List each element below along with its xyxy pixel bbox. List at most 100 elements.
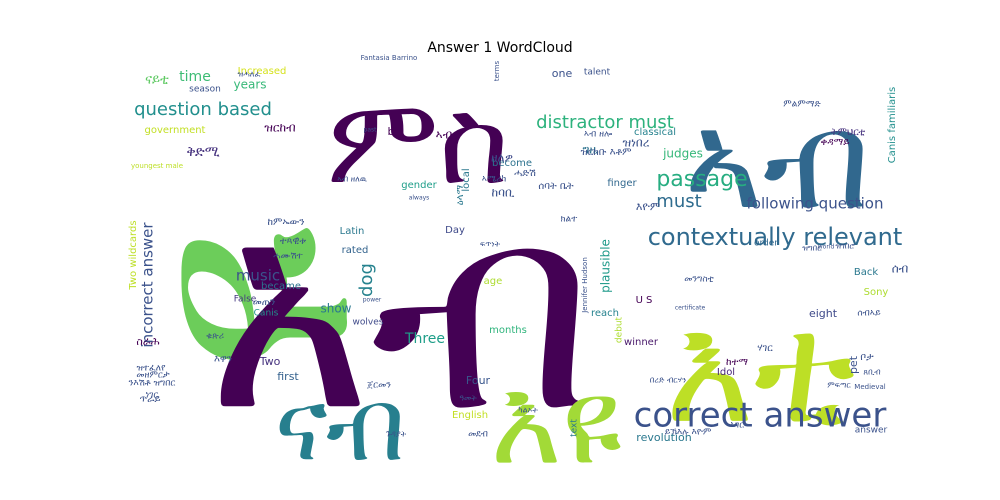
word-34: False	[234, 295, 257, 305]
word-117: ዝገበሮ	[835, 242, 855, 251]
word-93: ቦታ	[860, 352, 874, 363]
word-115: ሰብኣይ	[857, 309, 881, 319]
word-94: ከምኡውን	[268, 217, 305, 228]
word-121: ኣብ ዘለዉ	[337, 175, 367, 184]
word-106: ጀርመን	[367, 381, 391, 391]
word-103: ዝተፈለየ	[137, 364, 167, 374]
word-79: ግዜ	[582, 143, 598, 157]
word-108: ክልተ	[561, 215, 578, 225]
word-123: ጸቢብ	[863, 368, 880, 377]
word-75: ቅድሚ	[186, 144, 219, 160]
word-69: power	[363, 297, 382, 304]
word-67: always	[409, 195, 430, 202]
word-53: b	[388, 125, 395, 138]
word-71: Jennifer Hudson	[581, 257, 589, 314]
word-28: Two wildcards	[128, 220, 139, 290]
word-0: ዩ	[69, 225, 418, 375]
word-101: መዘምርታ	[136, 371, 169, 381]
word-17: Three	[404, 331, 445, 347]
word-40: age	[484, 276, 503, 287]
word-10: question based	[134, 99, 272, 120]
word-118: ቁጽሪ	[206, 332, 224, 342]
word-24: English	[452, 410, 488, 421]
word-122: ዝግበር	[802, 244, 822, 253]
word-74: ዕላማ	[455, 184, 466, 205]
word-31: Latin	[340, 226, 365, 237]
word-39: Day	[445, 225, 465, 236]
word-60: Back	[854, 267, 878, 278]
word-105: ዓመት	[459, 394, 477, 403]
word-112: ይኽእሉ እዮም	[665, 428, 712, 438]
word-72: ዝርከብ	[264, 121, 295, 135]
word-90: መንግስቲ	[684, 275, 713, 285]
word-102: ንእሽቶ ዝግበር	[129, 379, 176, 389]
word-49: judges	[662, 147, 703, 161]
word-91: ሃገር	[757, 343, 773, 354]
word-110: ጉዳያት	[386, 430, 407, 439]
word-81: ቀዳማይ	[821, 137, 850, 148]
word-42: U S	[636, 295, 653, 306]
word-48: become	[492, 158, 532, 169]
word-14: incorrect answer	[139, 222, 157, 348]
word-59: pet	[847, 355, 860, 374]
word-113: መደብ	[468, 430, 488, 440]
word-37: gender	[401, 180, 437, 191]
word-20: show	[320, 302, 351, 316]
word-78: ከባቢ	[492, 186, 516, 200]
word-29: youngest male	[131, 162, 183, 170]
word-57: Idol	[717, 367, 735, 378]
word-3: ኣብ	[684, 82, 870, 239]
word-89: እዮም	[636, 200, 660, 213]
word-66: world	[818, 244, 835, 251]
word-56: revolution	[636, 431, 691, 444]
word-98: ነገር	[146, 391, 159, 401]
word-76: ዘለዎ	[491, 151, 513, 165]
word-95: ተጻዊቱ	[280, 236, 307, 247]
word-119: ምፍጣር	[827, 381, 851, 390]
word-27: season	[189, 85, 221, 95]
word-87: ሓድሽ	[514, 168, 536, 179]
word-68: past	[364, 127, 378, 134]
word-114: ኣገር	[730, 421, 744, 431]
word-47: finger	[607, 178, 637, 189]
word-46: plausible	[599, 239, 613, 293]
word-107: ኣሜሪካ	[482, 175, 507, 185]
word-41: months	[489, 325, 527, 336]
word-96: ሓሙሽተ	[273, 252, 302, 262]
word-5: እዩ	[490, 353, 621, 492]
word-6: ናብ	[275, 366, 406, 483]
word-4: እቲ	[665, 283, 855, 457]
word-100: ጥራይ	[140, 394, 161, 405]
word-9: distractor must	[536, 112, 674, 133]
word-25: government	[145, 125, 206, 136]
word-1: አብ	[207, 148, 593, 474]
word-23: Four	[466, 374, 491, 387]
word-84: እዋን	[214, 354, 232, 365]
word-36: wolves	[353, 318, 384, 328]
word-86: ሰብ	[892, 262, 909, 276]
word-70: certificate	[675, 305, 706, 312]
word-19: years	[233, 78, 266, 92]
word-15: music	[236, 267, 280, 285]
word-50: talent	[584, 68, 611, 78]
word-73: ናይቲ	[145, 73, 169, 88]
word-120: ኣብ ዘሎ	[584, 130, 612, 140]
word-26: Increased	[238, 66, 287, 77]
word-51: one	[552, 67, 573, 80]
word-83: ምልምማድ	[783, 100, 821, 110]
word-80: ዝነበረ	[623, 136, 650, 150]
word-30: Fantasia Barrino	[361, 54, 418, 62]
word-104: ካልኦት	[518, 406, 538, 415]
word-65: Canis familiaris	[887, 87, 898, 164]
word-116: በረድ ብርሃን	[650, 376, 686, 385]
word-45: winner	[624, 337, 659, 348]
word-33: became	[261, 281, 301, 292]
word-43: reach	[591, 308, 619, 319]
word-85: ዝርከቡ እቶም	[581, 147, 632, 158]
word-8: contextually relevant	[648, 223, 903, 251]
word-12: must	[656, 191, 701, 212]
word-13: following question	[746, 195, 883, 213]
word-52: classical	[634, 127, 676, 138]
